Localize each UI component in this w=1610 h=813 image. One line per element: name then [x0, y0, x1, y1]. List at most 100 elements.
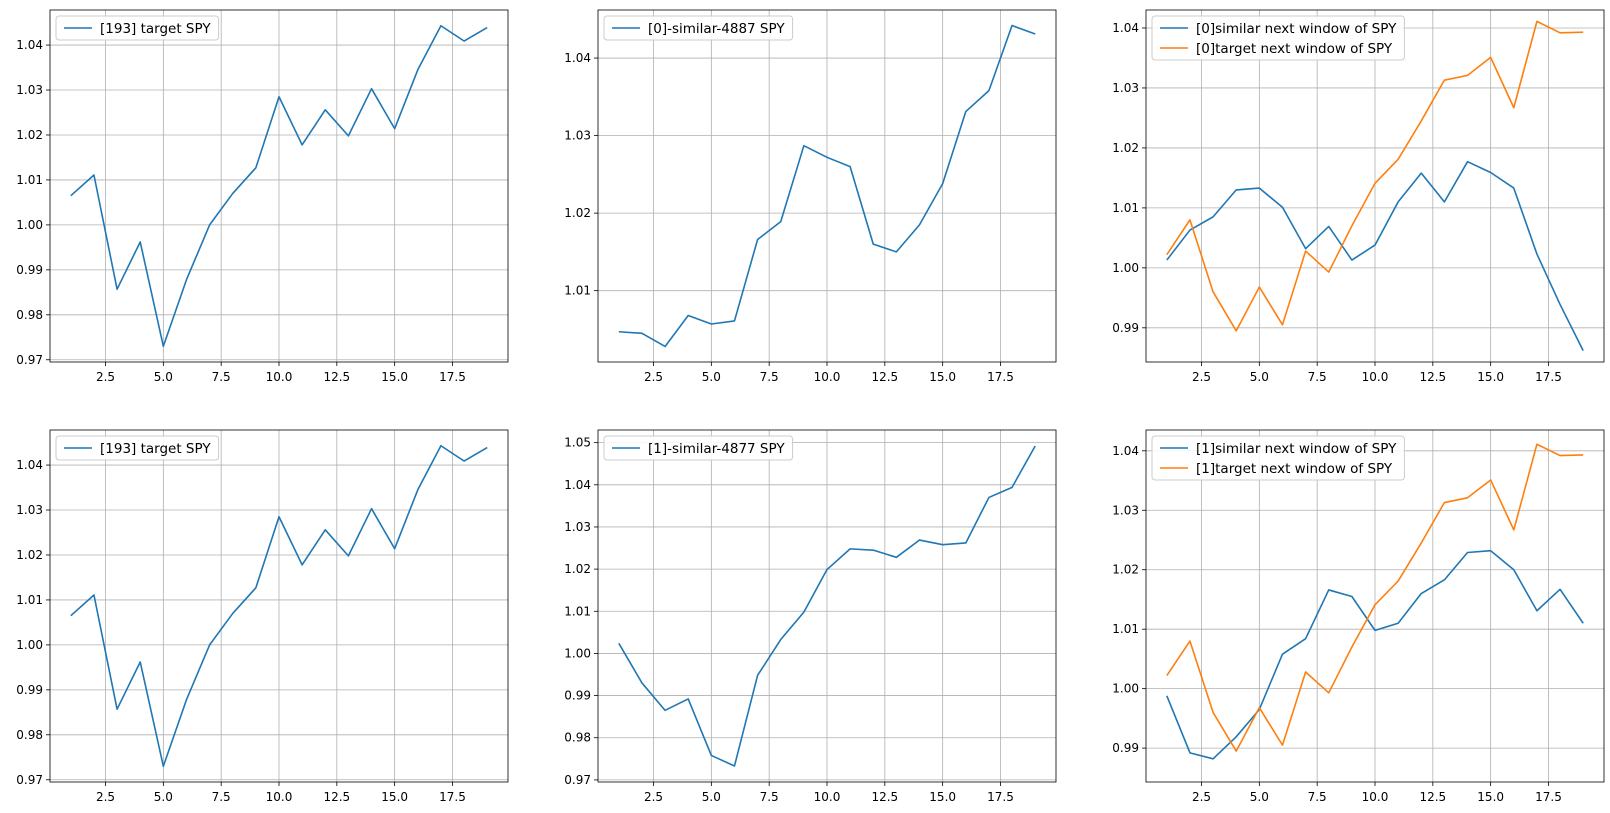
x-tick-label: 12.5 — [1419, 790, 1446, 804]
legend: [1]similar next window of SPY [1]target n… — [1151, 435, 1405, 481]
series-line-1 — [70, 24, 488, 348]
legend: [1]-similar-4877 SPY — [603, 435, 794, 461]
y-tick-label: 1.02 — [1112, 563, 1139, 577]
series-line-1 — [1166, 549, 1584, 760]
y-tick-label: 1.02 — [564, 562, 591, 576]
series-line-1 — [1166, 160, 1584, 351]
y-tick-label: 1.02 — [16, 548, 43, 562]
x-tick-label: 2.5 — [1192, 370, 1211, 384]
legend-label-1: [0]-similar-4887 SPY — [648, 21, 785, 37]
x-tick-label: 5.0 — [1250, 370, 1269, 384]
y-tick-label: 1.02 — [564, 206, 591, 220]
x-tick-label: 7.5 — [1308, 790, 1327, 804]
x-tick-label: 10.0 — [266, 370, 293, 384]
y-tick-label: 1.03 — [564, 129, 591, 143]
chart-panel-5: 2.5 5.0 7.5 10.0 12.5 15.0 17.5 0.97 0.98 0.99 1.0… — [564, 429, 1057, 804]
y-tick-label: 0.97 — [564, 773, 591, 787]
x-tick-label: 2.5 — [96, 790, 115, 804]
x-tick-label: 10.0 — [266, 790, 293, 804]
x-tick-label: 2.5 — [96, 370, 115, 384]
y-tick-label: 1.04 — [564, 478, 591, 492]
legend-label-1: [1]-similar-4877 SPY — [648, 441, 785, 457]
y-tick-label: 0.97 — [16, 353, 43, 367]
x-tick-label: 5.0 — [154, 790, 173, 804]
y-tick-label: 1.01 — [16, 173, 43, 187]
x-tick-label: 7.5 — [212, 370, 231, 384]
x-tick-label: 15.0 — [1477, 790, 1504, 804]
x-tick-label: 17.5 — [439, 370, 466, 384]
y-tick-label: 1.04 — [16, 458, 43, 472]
y-tick-label: 0.99 — [1112, 321, 1139, 335]
x-tick-label: 5.0 — [1250, 790, 1269, 804]
chart-panel-1: 2.5 5.0 7.5 10.0 12.5 15.0 17.5 0.97 0.98 0.99 1.0… — [16, 9, 509, 384]
x-tick-label: 5.0 — [702, 790, 721, 804]
y-tick-label: 0.99 — [16, 683, 43, 697]
legend-label-1: [193] target SPY — [100, 441, 211, 457]
x-tick-label: 12.5 — [323, 790, 350, 804]
axes-frame — [597, 429, 1057, 783]
x-tick-label: 5.0 — [702, 370, 721, 384]
legend-label-1: [0]similar next window of SPY — [1196, 21, 1397, 37]
legend-box — [1151, 435, 1405, 481]
axes-frame — [1145, 9, 1605, 363]
y-tick-label: 1.04 — [564, 51, 591, 65]
y-tick-label: 1.03 — [16, 83, 43, 97]
x-tick-label: 7.5 — [760, 370, 779, 384]
x-tick-label: 12.5 — [1419, 370, 1446, 384]
y-tick-label: 1.02 — [16, 128, 43, 142]
x-tick-label: 10.0 — [1362, 790, 1389, 804]
y-tick-label: 0.99 — [1112, 741, 1139, 755]
legend-box — [55, 15, 220, 41]
y-tick-label: 1.01 — [564, 284, 591, 298]
x-tick-label: 15.0 — [1477, 370, 1504, 384]
legend-label-1: [1]similar next window of SPY — [1196, 441, 1397, 457]
axes-frame — [49, 429, 509, 783]
y-tick-label: 1.00 — [16, 218, 43, 232]
legend-label-1: [193] target SPY — [100, 21, 211, 37]
chart-panel-4: 2.5 5.0 7.5 10.0 12.5 15.0 17.5 0.97 0.98 0.99 1.0… — [16, 429, 509, 804]
chart-panel-2: 2.5 5.0 7.5 10.0 12.5 15.0 17.5 1.01 1.02 1.03 1.0… — [564, 9, 1057, 384]
series-line-1 — [70, 444, 488, 768]
series-line-1 — [618, 445, 1036, 767]
y-tick-label: 1.02 — [1112, 141, 1139, 155]
y-tick-label: 1.04 — [16, 38, 43, 52]
y-tick-label: 1.03 — [1112, 81, 1139, 95]
legend-label-2: [0]target next window of SPY — [1196, 41, 1393, 57]
chart-panel-6: 2.5 5.0 7.5 10.0 12.5 15.0 17.5 0.99 1.00 1.01 1.0… — [1112, 429, 1605, 804]
y-tick-label: 0.98 — [16, 728, 43, 742]
series-line-1 — [618, 24, 1036, 348]
x-tick-label: 10.0 — [814, 790, 841, 804]
y-tick-label: 1.03 — [16, 503, 43, 517]
axes-frame — [597, 9, 1057, 363]
y-tick-label: 1.01 — [16, 593, 43, 607]
x-tick-label: 2.5 — [644, 370, 663, 384]
x-tick-label: 10.0 — [1362, 370, 1389, 384]
legend: [193] target SPY — [55, 15, 220, 41]
x-tick-label: 17.5 — [1535, 790, 1562, 804]
x-tick-label: 17.5 — [1535, 370, 1562, 384]
series-line-2 — [1166, 443, 1584, 752]
y-tick-label: 1.01 — [564, 604, 591, 618]
y-tick-label: 0.97 — [16, 773, 43, 787]
x-tick-label: 17.5 — [439, 790, 466, 804]
x-tick-label: 17.5 — [987, 790, 1014, 804]
y-tick-label: 1.03 — [564, 520, 591, 534]
y-tick-label: 1.04 — [1112, 444, 1139, 458]
y-tick-label: 1.00 — [16, 638, 43, 652]
x-tick-label: 15.0 — [929, 370, 956, 384]
series-line-2 — [1166, 20, 1584, 332]
legend-label-2: [1]target next window of SPY — [1196, 461, 1393, 477]
x-tick-label: 7.5 — [212, 790, 231, 804]
x-tick-label: 2.5 — [1192, 790, 1211, 804]
legend: [0]-similar-4887 SPY — [603, 15, 794, 41]
x-tick-label: 12.5 — [871, 370, 898, 384]
axes-frame — [1145, 429, 1605, 783]
x-tick-label: 10.0 — [814, 370, 841, 384]
y-tick-label: 1.00 — [564, 646, 591, 660]
legend-box — [603, 435, 794, 461]
legend: [193] target SPY — [55, 435, 220, 461]
x-tick-label: 12.5 — [871, 790, 898, 804]
x-tick-label: 15.0 — [929, 790, 956, 804]
axes-frame — [49, 9, 509, 363]
